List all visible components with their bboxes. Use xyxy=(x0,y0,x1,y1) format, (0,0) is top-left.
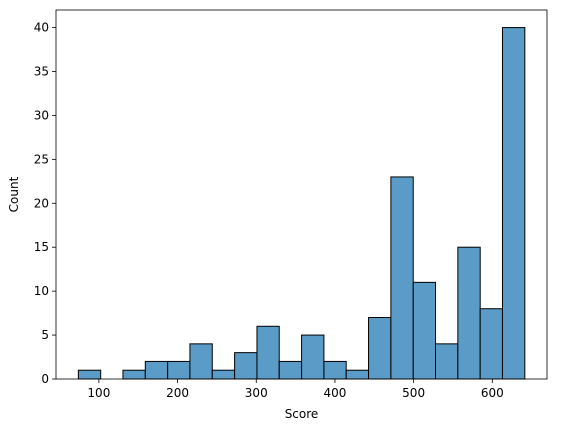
histogram-bar xyxy=(368,317,392,380)
plot-frame xyxy=(55,9,548,380)
histogram-bar xyxy=(256,325,280,380)
histogram-bar xyxy=(345,369,370,380)
y-tick-label: 25 xyxy=(34,152,49,166)
histogram-bar xyxy=(412,281,437,380)
y-tick-label: 20 xyxy=(34,196,49,210)
x-axis-label: Score xyxy=(285,407,319,421)
histogram-bar xyxy=(501,27,526,380)
y-tick-label: 15 xyxy=(34,240,49,254)
x-axis-ticks: 100 200 300 400 500 600 xyxy=(87,379,504,400)
histogram-bar xyxy=(77,369,102,380)
histogram-bar xyxy=(234,352,258,380)
x-tick-label: 600 xyxy=(481,386,504,400)
histogram-bar xyxy=(167,360,191,380)
bars-group xyxy=(77,27,526,380)
y-axis-label: Count xyxy=(7,176,21,212)
y-tick-label: 40 xyxy=(34,21,49,35)
y-axis-ticks: 0 5 10 15 20 25 30 35 40 xyxy=(34,21,56,386)
histogram-bar xyxy=(323,360,347,380)
histogram-bar xyxy=(189,343,213,380)
y-tick-label: 5 xyxy=(41,328,49,342)
histogram-bar xyxy=(211,369,236,380)
x-tick-label: 200 xyxy=(166,386,189,400)
y-tick-label: 35 xyxy=(34,65,49,79)
x-tick-label: 500 xyxy=(402,386,425,400)
y-tick-label: 30 xyxy=(34,108,49,122)
histogram-bar xyxy=(144,360,169,380)
x-tick-label: 300 xyxy=(245,386,268,400)
x-tick-label: 400 xyxy=(323,386,346,400)
histogram-bar xyxy=(301,334,325,380)
y-tick-label: 10 xyxy=(34,284,49,298)
histogram-bar xyxy=(390,176,414,380)
histogram-bar xyxy=(479,308,503,380)
y-tick-label: 0 xyxy=(41,372,49,386)
histogram-bar xyxy=(122,369,146,380)
histogram-bar xyxy=(278,360,303,380)
histogram-bar xyxy=(435,343,459,380)
x-tick-label: 100 xyxy=(87,386,110,400)
histogram-bar xyxy=(457,246,481,380)
